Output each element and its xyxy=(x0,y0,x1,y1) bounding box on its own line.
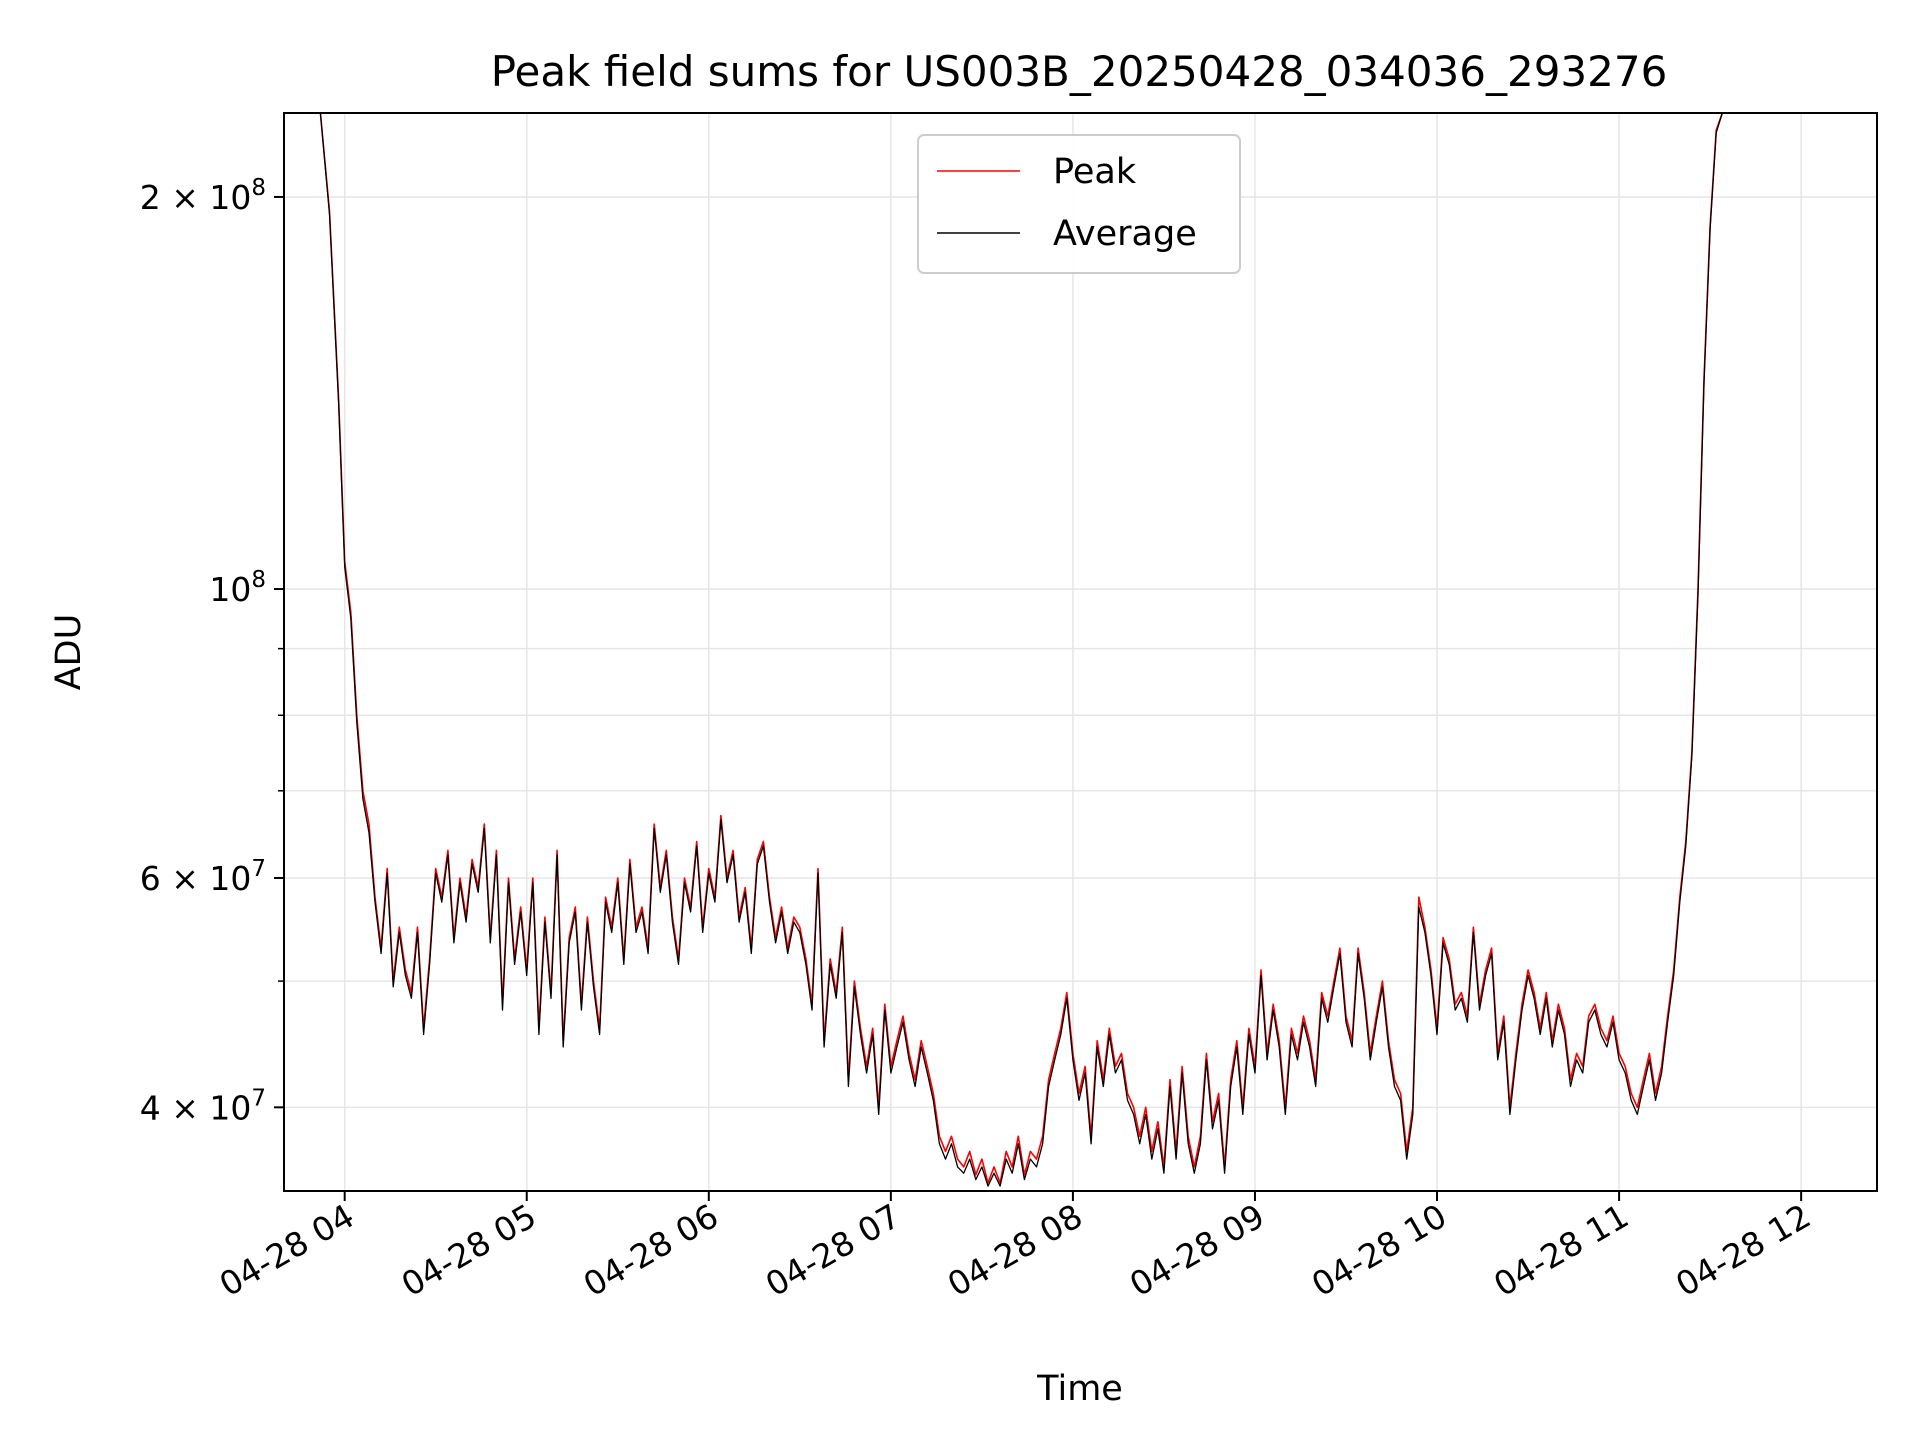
series-line-average xyxy=(319,113,1723,1187)
legend-label-average: Average xyxy=(1053,214,1197,254)
y-tick-label: 4 × 107 xyxy=(140,1085,266,1127)
x-tick-label: 04-28 05 xyxy=(395,1196,543,1304)
legend: Peak Average xyxy=(917,134,1241,274)
y-axis-label: ADU xyxy=(49,614,89,691)
x-tick-label: 04-28 04 xyxy=(213,1196,361,1304)
x-tick-label: 04-28 12 xyxy=(1669,1196,1817,1304)
legend-box xyxy=(917,134,1241,274)
y-axis: 4 × 107 6 × 107 108 2 × 108 xyxy=(140,175,284,1127)
x-tick-label: 04-28 07 xyxy=(759,1196,907,1304)
plot-frame xyxy=(283,112,1878,1192)
y-tick-label: 2 × 108 xyxy=(140,175,266,217)
legend-label-peak: Peak xyxy=(1053,152,1137,192)
x-tick-label: 04-28 06 xyxy=(577,1196,725,1304)
x-tick-label: 04-28 09 xyxy=(1123,1196,1271,1304)
y-tick-label: 108 xyxy=(209,567,266,609)
x-axis: 04-28 04 04-28 05 04-28 06 04-28 07 04-28 08… xyxy=(213,1191,1817,1304)
chart-title: Peak field sums for US003B_20250428_0340… xyxy=(491,47,1668,96)
series-layer xyxy=(319,113,1724,1187)
x-tick-label: 04-28 11 xyxy=(1487,1196,1635,1304)
x-axis-label: Time xyxy=(1036,1369,1123,1409)
y-tick-label: 6 × 107 xyxy=(140,856,266,898)
x-tick-label: 04-28 10 xyxy=(1305,1196,1453,1304)
x-tick-label: 04-28 08 xyxy=(941,1196,1089,1304)
grid xyxy=(284,113,1877,1191)
